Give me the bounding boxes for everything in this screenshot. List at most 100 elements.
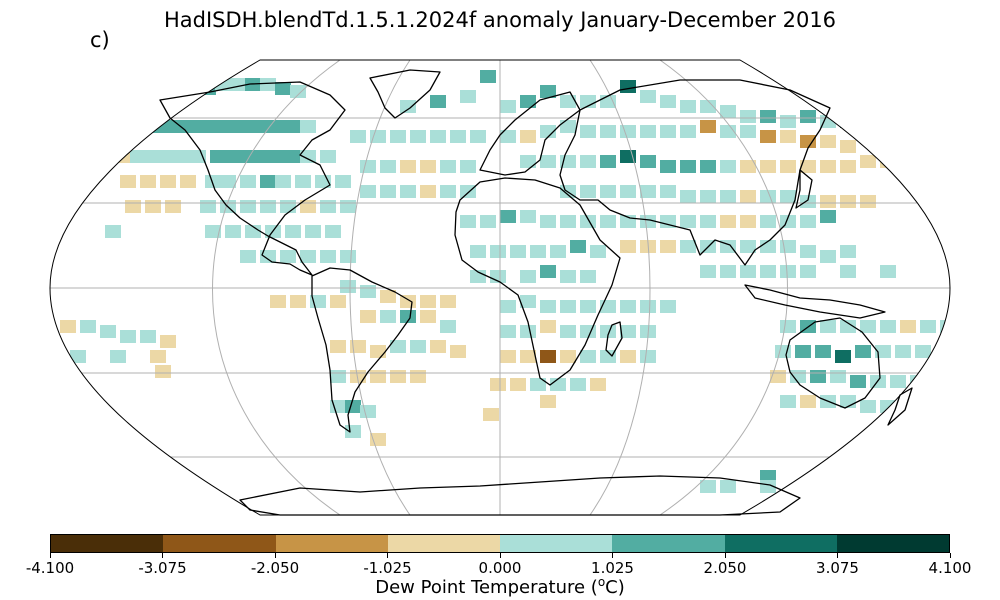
anomaly-cell: [600, 95, 616, 108]
coastline-south-america: [311, 267, 413, 433]
colorbar-tick-label: 2.050: [703, 559, 747, 577]
coastline-greenland: [369, 69, 441, 119]
anomaly-cell: [530, 245, 546, 258]
anomaly-cell: [70, 350, 86, 363]
anomaly-cell: [330, 370, 346, 383]
anomaly-cell: [470, 130, 486, 143]
colorbar-segment-7: [836, 535, 949, 552]
anomaly-cell: [820, 135, 836, 148]
anomaly-cell: [780, 130, 796, 143]
anomaly-cell: [700, 160, 716, 173]
colorbar-tick: [274, 553, 276, 558]
anomaly-cell: [260, 200, 276, 213]
anomaly-cell: [550, 245, 566, 258]
anomaly-cell: [260, 78, 276, 91]
anomaly-cell: [270, 120, 286, 133]
anomaly-cell: [660, 240, 676, 253]
anomaly-cell: [155, 365, 171, 378]
anomaly-cell: [370, 130, 386, 143]
anomaly-cell: [420, 310, 436, 323]
anomaly-cell: [700, 100, 716, 113]
anomaly-cell: [560, 325, 576, 338]
anomaly-cell: [220, 175, 236, 188]
anomaly-cell: [840, 160, 856, 173]
anomaly-cell: [400, 160, 416, 173]
anomaly-cell: [280, 250, 296, 263]
anomaly-cell: [740, 215, 756, 228]
colorbar-title: Dew Point Temperature (oC): [0, 575, 1000, 598]
anomaly-cell: [195, 120, 211, 133]
anomaly-cell: [240, 175, 256, 188]
anomaly-cell: [620, 240, 636, 253]
anomaly-cell: [800, 135, 816, 148]
anomaly-cell: [700, 480, 716, 493]
anomaly-cell: [590, 378, 606, 391]
anomaly-cell: [285, 120, 301, 133]
anomaly-cell: [800, 395, 816, 408]
coastline-new-zealand: [887, 387, 913, 426]
anomaly-cell: [270, 295, 286, 308]
anomaly-cell: [520, 210, 536, 223]
anomaly-cell: [135, 120, 151, 133]
anomaly-cell: [150, 350, 166, 363]
colorbar-tick-label: 4.100: [928, 559, 972, 577]
gridline-meridian-60e: [589, 60, 651, 515]
anomaly-cell: [390, 370, 406, 383]
anomaly-cell: [300, 120, 316, 133]
anomaly-cell: [640, 215, 656, 228]
anomaly-cell: [483, 408, 499, 421]
anomaly-cell: [580, 300, 596, 313]
anomaly-cell: [780, 240, 796, 253]
colorbar-segment-1: [163, 535, 276, 552]
anomaly-cell: [410, 130, 426, 143]
coastline-asia: [559, 79, 831, 266]
anomaly-cell: [900, 320, 916, 333]
anomaly-cell: [80, 320, 96, 333]
anomaly-cell: [290, 85, 306, 98]
anomaly-cell: [320, 200, 336, 213]
anomaly-cell: [840, 320, 856, 333]
anomaly-cell: [360, 185, 376, 198]
anomaly-cell: [920, 320, 936, 333]
anomaly-cell: [390, 340, 406, 353]
anomaly-cell: [640, 155, 656, 168]
colorbar-tick: [49, 553, 51, 558]
anomaly-cell: [600, 350, 616, 363]
anomaly-cell: [450, 130, 466, 143]
anomaly-cell: [290, 295, 306, 308]
gridline-meridian-120e: [659, 60, 788, 515]
anomaly-cell: [350, 130, 366, 143]
anomaly-cell: [165, 200, 181, 213]
colorbar-tick-label: -3.075: [138, 559, 187, 577]
anomaly-cell: [320, 250, 336, 263]
anomaly-cell: [520, 95, 536, 108]
anomaly-cell: [510, 378, 526, 391]
colorbar-tick-label: 0.000: [478, 559, 522, 577]
anomaly-cell: [560, 95, 576, 108]
anomaly-cell: [700, 190, 716, 203]
colorbar-tick: [837, 553, 838, 558]
anomaly-cell: [480, 70, 496, 83]
gridline-meridian-120w: [212, 60, 341, 515]
colorbar-title-main: Dew Point Temperature (: [375, 577, 598, 598]
colorbar-segment-5: [612, 535, 725, 552]
anomaly-cell: [180, 120, 196, 133]
anomaly-cell: [140, 175, 156, 188]
anomaly-cell: [660, 125, 676, 138]
anomaly-cell: [345, 425, 361, 438]
anomaly-cell: [780, 115, 796, 128]
colorbar-tick-label: -4.100: [25, 559, 75, 577]
anomaly-cell: [360, 310, 376, 323]
anomaly-cell: [890, 375, 906, 388]
anomaly-cell: [520, 155, 536, 168]
anomaly-cell: [820, 160, 836, 173]
colorbar-tick: [949, 553, 951, 558]
anomaly-cell: [175, 150, 191, 163]
anomaly-cell: [225, 150, 241, 163]
anomaly-cell: [285, 225, 301, 238]
colorbar-tick: [612, 553, 613, 558]
anomaly-cell: [350, 340, 366, 353]
anomaly-cell: [600, 125, 616, 138]
anomaly-cell: [490, 378, 506, 391]
anomaly-cell: [540, 215, 556, 228]
